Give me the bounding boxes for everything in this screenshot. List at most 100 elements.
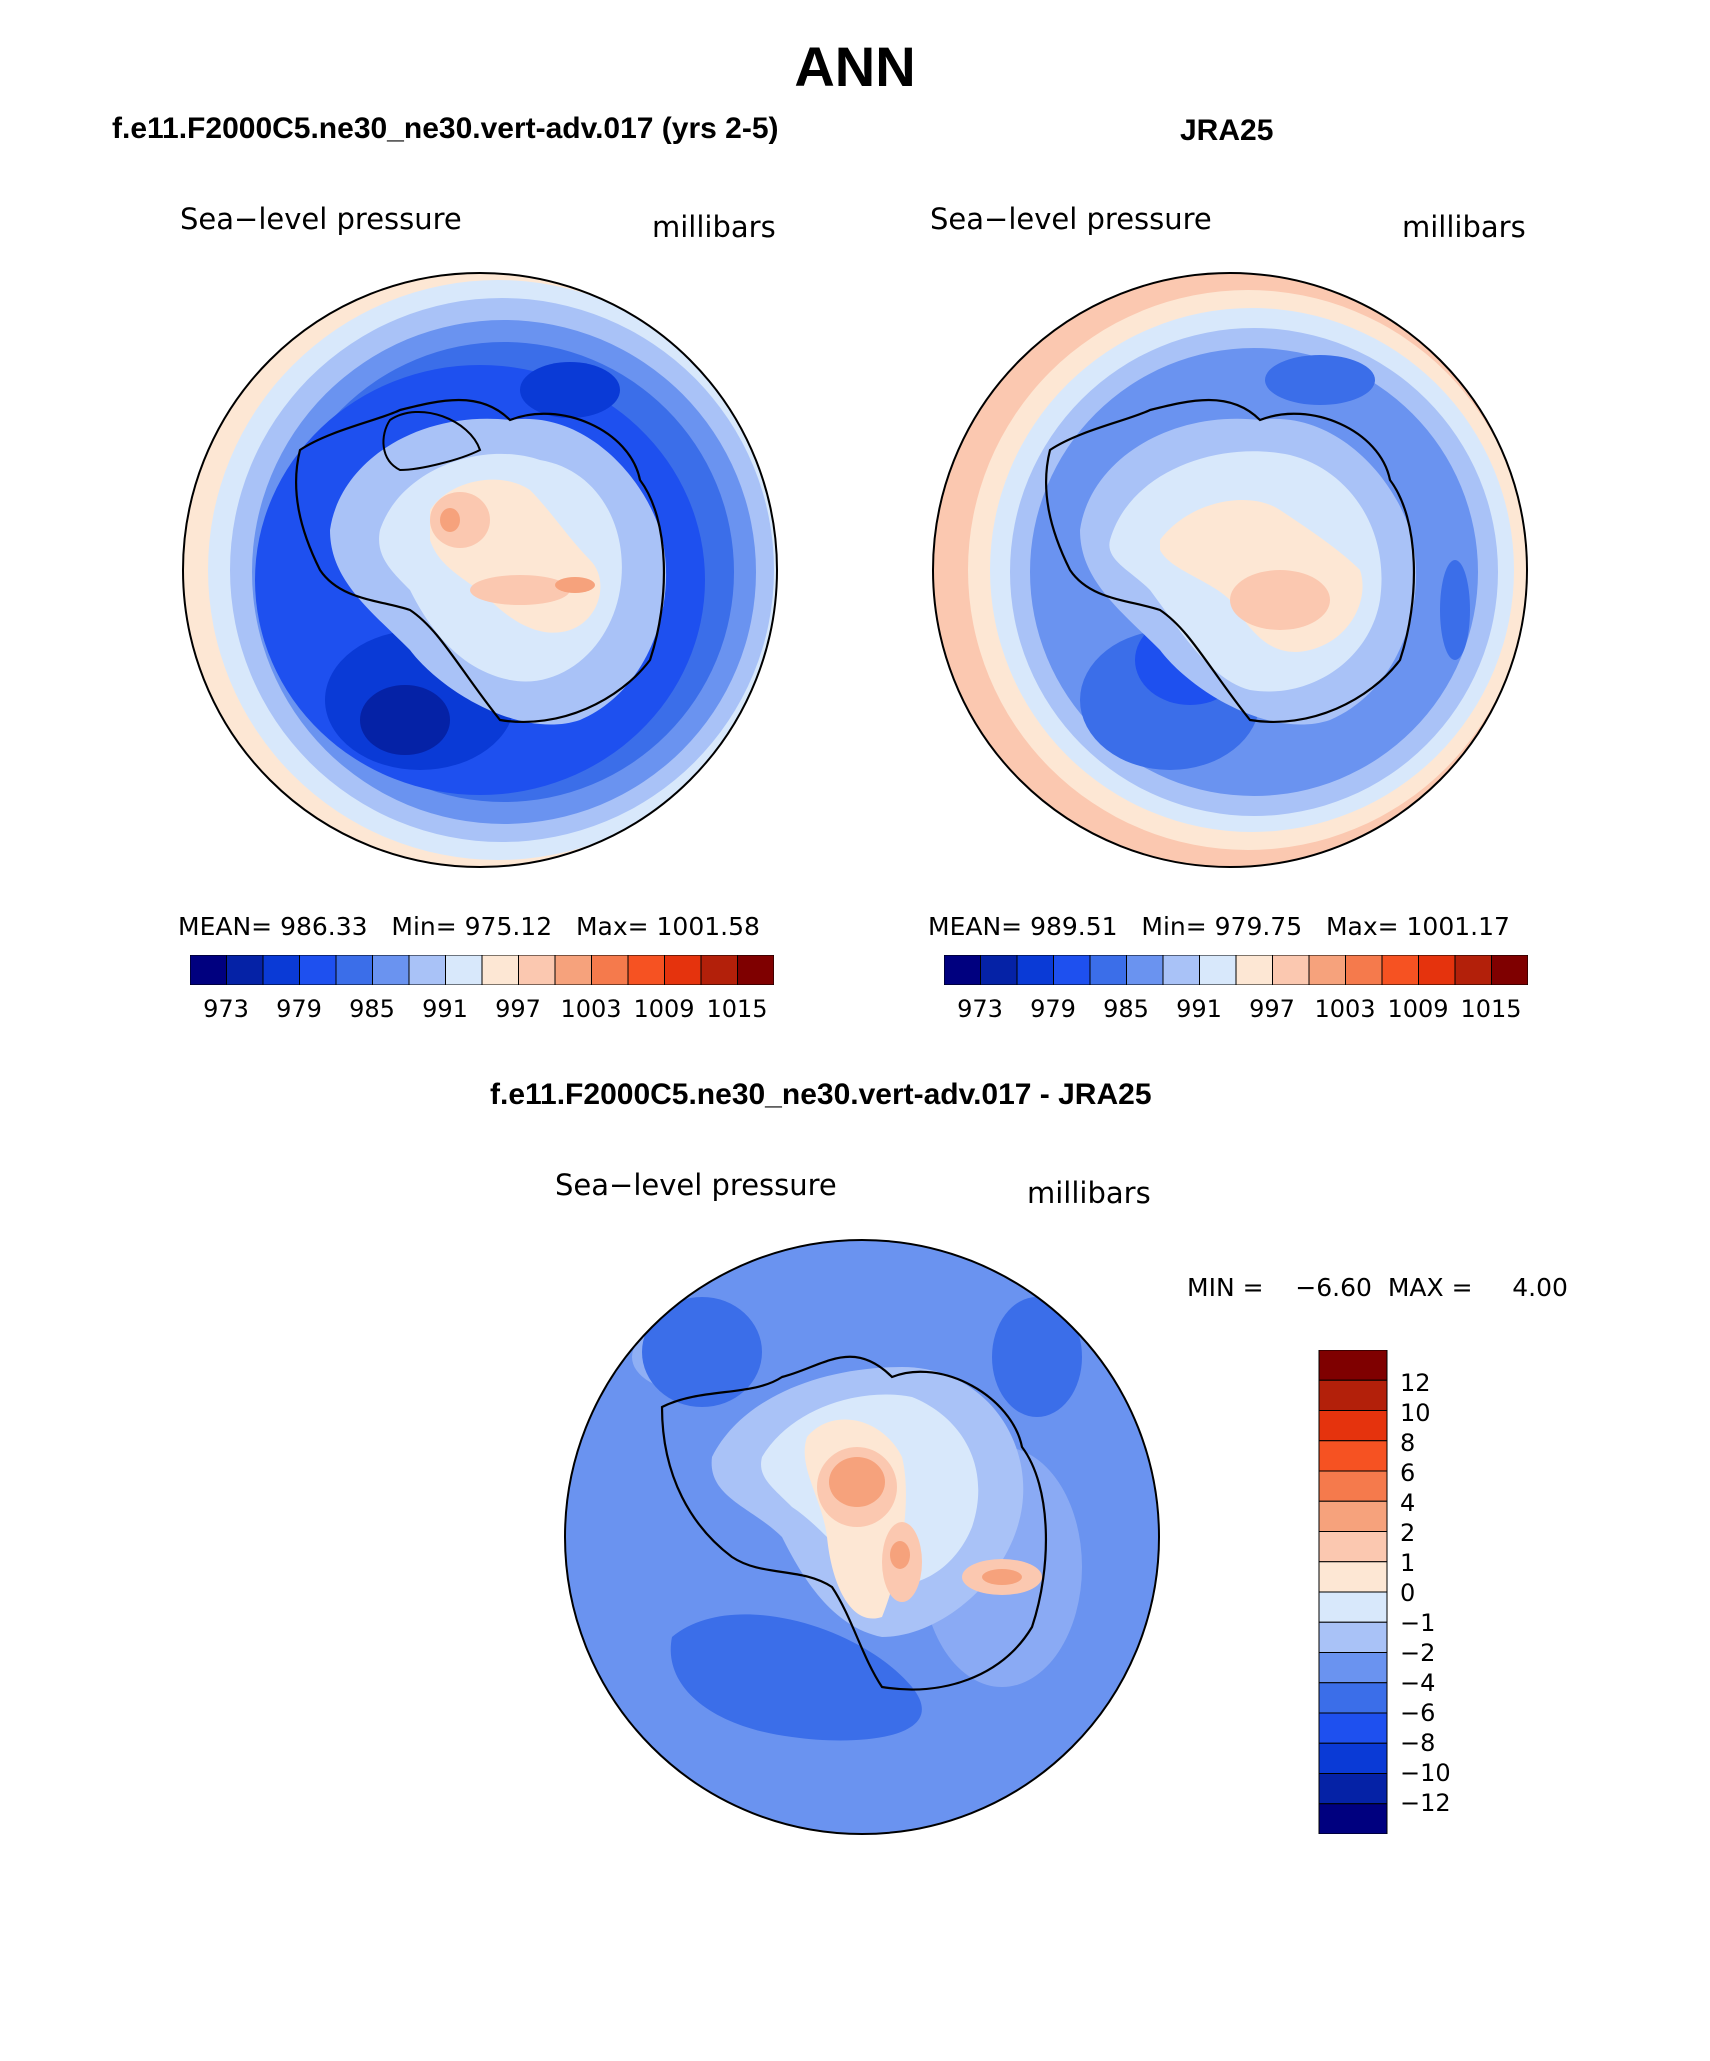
figure-title: ANN — [794, 35, 916, 98]
colorbar-tick-label: 1009 — [633, 995, 695, 1023]
colorbar-tick-label: 10 — [1400, 1399, 1431, 1427]
colorbar-swatch — [1235, 955, 1273, 985]
colorbar-tick-label: 985 — [1103, 995, 1149, 1023]
colorbar-swatch — [190, 955, 227, 985]
colorbar-tick-label: −1 — [1400, 1609, 1436, 1637]
colorbar-swatch — [1318, 1561, 1388, 1593]
panel-1-stats: MEAN= 986.33 Min= 975.12 Max= 1001.58 — [178, 912, 760, 941]
difference-heading: f.e11.F2000C5.ne30_ne30.vert-adv.017 - J… — [490, 1078, 1152, 1111]
colorbar-swatch — [1318, 1440, 1388, 1472]
panel-2-colorbar — [944, 955, 1528, 985]
colorbar-tick-label: 973 — [203, 995, 249, 1023]
colorbar-swatch — [1318, 1712, 1388, 1744]
colorbar-swatch — [627, 955, 665, 985]
colorbar-swatch — [1089, 955, 1127, 985]
colorbar-swatch — [335, 955, 373, 985]
colorbar-tick-label: 979 — [1030, 995, 1076, 1023]
colorbar-tick-label: −6 — [1400, 1699, 1436, 1727]
panel-2-left-label: Sea−level pressure — [930, 202, 1212, 236]
colorbar-swatch — [1318, 1470, 1388, 1502]
colorbar-tick-label: 991 — [1176, 995, 1222, 1023]
panel-2-colorbar-labels: 973 979 985 991 997 1003 1009 1015 — [944, 995, 1528, 1025]
colorbar-tick-label: 12 — [1400, 1369, 1431, 1397]
colorbar-swatch — [1491, 955, 1528, 985]
colorbar-swatch — [980, 955, 1018, 985]
colorbar-tick-label: −10 — [1400, 1759, 1451, 1787]
colorbar-swatch — [1126, 955, 1164, 985]
colorbar-swatch — [1381, 955, 1419, 985]
difference-colorbar — [1318, 1350, 1388, 1834]
panel-1-heading: f.e11.F2000C5.ne30_ne30.vert-adv.017 (yr… — [112, 112, 779, 145]
panel-1-right-label: millibars — [652, 210, 776, 244]
colorbar-swatch — [944, 955, 981, 985]
colorbar-tick-label: 8 — [1400, 1429, 1416, 1457]
colorbar-tick-label: 6 — [1400, 1459, 1416, 1487]
colorbar-tick-label: 1003 — [1314, 995, 1376, 1023]
panel-2-polar-map — [932, 272, 1528, 868]
colorbar-tick-label: 997 — [495, 995, 541, 1023]
colorbar-tick-label: 979 — [276, 995, 322, 1023]
colorbar-swatch — [1016, 955, 1054, 985]
difference-left-label: Sea−level pressure — [555, 1168, 837, 1202]
colorbar-swatch — [1318, 1773, 1388, 1805]
colorbar-swatch — [1318, 1621, 1388, 1653]
colorbar-swatch — [554, 955, 592, 985]
colorbar-tick-label: 973 — [957, 995, 1003, 1023]
panel-1-polar-map — [182, 272, 778, 868]
colorbar-swatch — [1318, 1591, 1388, 1623]
colorbar-swatch — [591, 955, 629, 985]
colorbar-swatch — [1162, 955, 1200, 985]
panel-1-colorbar — [190, 955, 774, 985]
panel-1-left-label: Sea−level pressure — [180, 202, 462, 236]
colorbar-swatch — [481, 955, 519, 985]
colorbar-tick-label: 1015 — [706, 995, 768, 1023]
colorbar-tick-label: 4 — [1400, 1489, 1416, 1517]
colorbar-tick-label: 991 — [422, 995, 468, 1023]
colorbar-swatch — [445, 955, 483, 985]
difference-polar-map — [564, 1239, 1160, 1835]
colorbar-swatch — [1199, 955, 1237, 985]
colorbar-tick-label: −2 — [1400, 1639, 1436, 1667]
colorbar-swatch — [1318, 1652, 1388, 1684]
colorbar-swatch — [1318, 1410, 1388, 1442]
colorbar-swatch — [1318, 1531, 1388, 1563]
colorbar-swatch — [1053, 955, 1091, 985]
panel-2-stats: MEAN= 989.51 Min= 979.75 Max= 1001.17 — [928, 912, 1510, 941]
colorbar-swatch — [1418, 955, 1456, 985]
colorbar-swatch — [372, 955, 410, 985]
colorbar-tick-label: −4 — [1400, 1669, 1436, 1697]
colorbar-swatch — [1318, 1742, 1388, 1774]
colorbar-tick-label: 2 — [1400, 1519, 1416, 1547]
panel-2-heading: JRA25 — [1180, 114, 1274, 147]
colorbar-tick-label: −8 — [1400, 1729, 1436, 1757]
colorbar-swatch — [226, 955, 264, 985]
colorbar-swatch — [664, 955, 702, 985]
colorbar-tick-label: 1 — [1400, 1549, 1416, 1577]
panel-1-colorbar-labels: 973 979 985 991 997 1003 1009 1015 — [190, 995, 774, 1025]
colorbar-swatch — [1318, 1350, 1388, 1381]
difference-colorbar-labels: 12 10 8 6 4 2 1 0 −1 −2 −4 −6 −8 −10 −12 — [1400, 1350, 1480, 1834]
colorbar-swatch — [1308, 955, 1346, 985]
colorbar-swatch — [1345, 955, 1383, 985]
difference-stats: MIN = −6.60 MAX = 4.00 — [1187, 1273, 1568, 1302]
colorbar-tick-label: 997 — [1249, 995, 1295, 1023]
colorbar-tick-label: 0 — [1400, 1579, 1416, 1607]
colorbar-tick-label: 1009 — [1387, 995, 1449, 1023]
panel-2-right-label: millibars — [1402, 210, 1526, 244]
colorbar-swatch — [1318, 1379, 1388, 1411]
colorbar-tick-label: 985 — [349, 995, 395, 1023]
colorbar-swatch — [262, 955, 300, 985]
colorbar-tick-label: 1003 — [560, 995, 622, 1023]
colorbar-swatch — [1318, 1682, 1388, 1714]
colorbar-swatch — [1454, 955, 1492, 985]
colorbar-swatch — [1318, 1803, 1388, 1834]
colorbar-tick-label: −12 — [1400, 1789, 1451, 1817]
colorbar-swatch — [299, 955, 337, 985]
colorbar-swatch — [1272, 955, 1310, 985]
difference-right-label: millibars — [1027, 1176, 1151, 1210]
colorbar-swatch — [408, 955, 446, 985]
colorbar-tick-label: 1015 — [1460, 995, 1522, 1023]
colorbar-swatch — [518, 955, 556, 985]
colorbar-swatch — [737, 955, 774, 985]
colorbar-swatch — [1318, 1500, 1388, 1532]
